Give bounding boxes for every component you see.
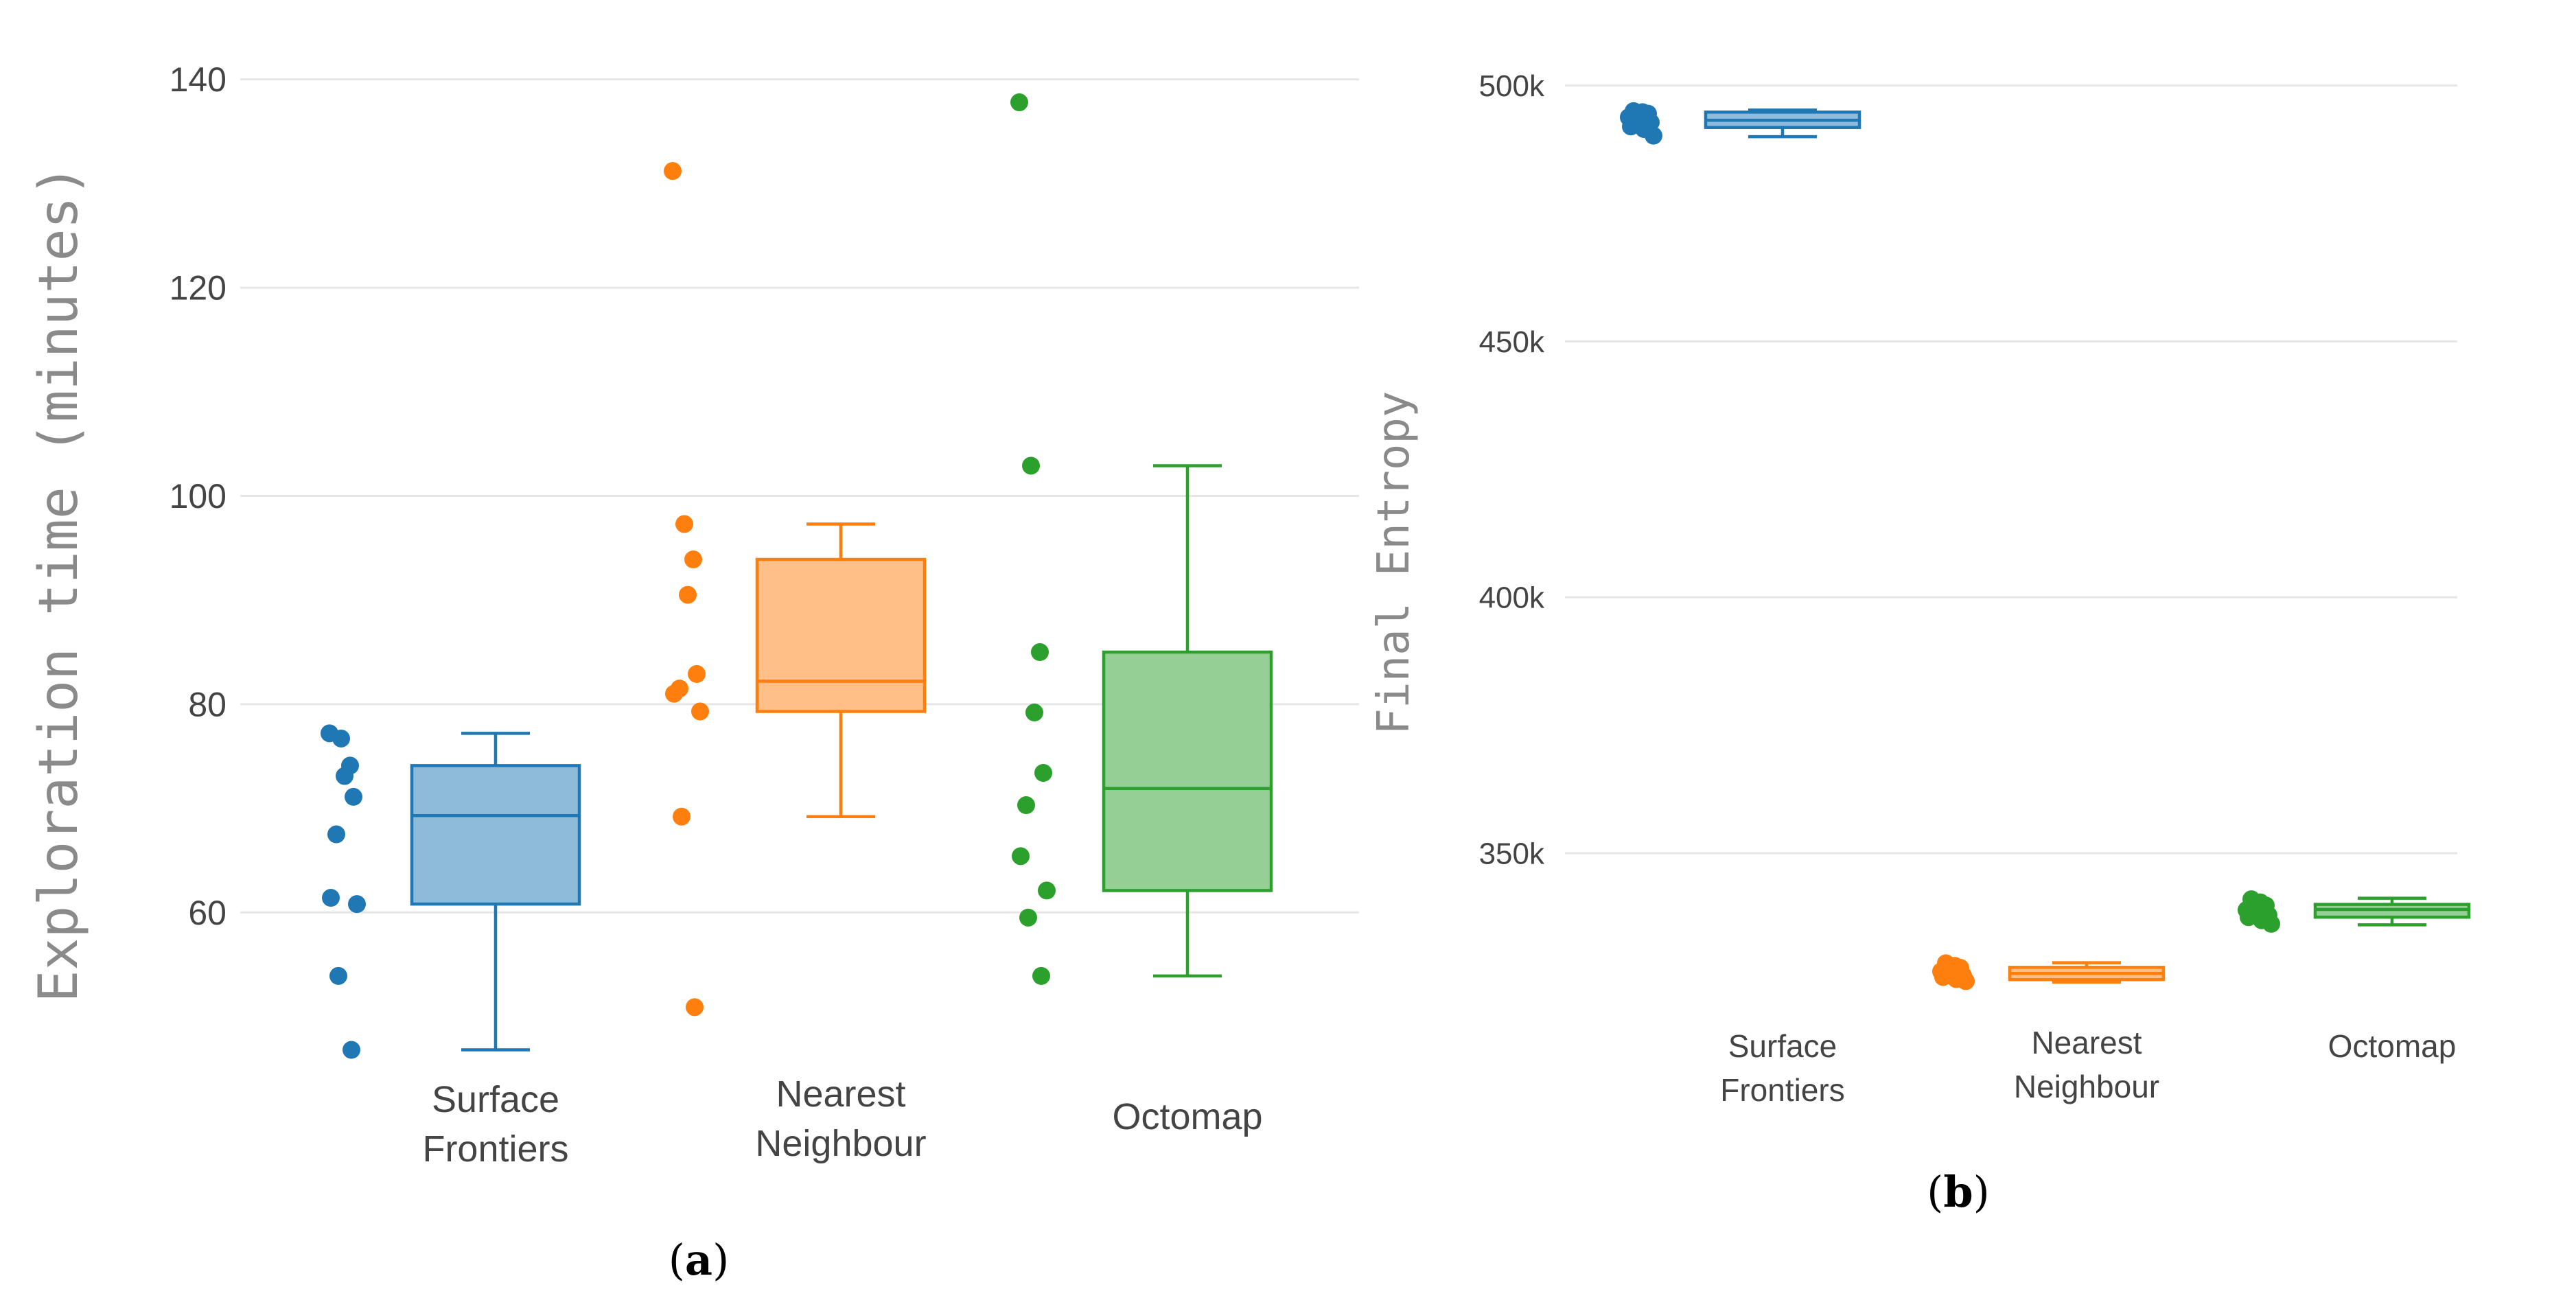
panel-a-y-axis-label: Exploration time (minutes) [28,165,90,1003]
data-point [673,807,691,826]
series-surface-frontiers [321,724,581,1059]
panel-a-category-labels: Surface Frontiers Nearest Neighbour Octomap [422,1074,1262,1170]
data-point [1012,847,1030,866]
box-iqr [755,557,927,713]
data-point [1010,93,1028,112]
panel-b-caption: (b) [1927,1167,1990,1217]
y-tick-label: 80 [188,685,227,723]
data-point [1022,456,1040,475]
category-label: Nearest [776,1074,905,1115]
panel-b-final-entropy: 350k 400k 450k 500k Surface Frontiers Nearest… [1369,69,2471,1217]
caption-paren: ( [1927,1167,1943,1217]
data-point [336,767,353,785]
y-tick-label: 400k [1479,581,1545,615]
category-label: Surface [432,1079,559,1120]
data-point [343,1041,360,1059]
box-iqr [410,764,581,906]
data-point [691,702,709,721]
category-label: Neighbour [755,1123,926,1164]
series-octomap [2238,890,2471,933]
data-point [1019,908,1037,927]
data-point [665,684,683,703]
data-point [329,966,347,985]
data-point [679,585,697,604]
caption-paren: ( [669,1235,685,1285]
y-tick-label: 350k [1479,837,1545,870]
data-point [1038,881,1056,900]
data-point [1025,704,1043,722]
category-label: Nearest [2031,1025,2142,1060]
data-point [688,664,706,683]
data-point [332,729,350,747]
category-label: Frontiers [1720,1072,1844,1108]
caption-letter: b [1943,1167,1973,1217]
y-tick-label: 450k [1479,325,1545,359]
y-tick-label: 500k [1479,69,1545,103]
panel-b-gridlines [1565,84,2457,855]
panel-a-y-tick-labels: 60 80 100 120 140 [170,60,227,932]
data-point [1034,764,1052,782]
category-label: Octomap [1112,1096,1262,1137]
panel-b-category-labels: Surface Frontiers Nearest Neighbour Octomap [1720,1025,2456,1108]
caption-paren: ) [712,1235,729,1285]
panel-a-caption: (a) [669,1235,730,1285]
panel-b-series [1620,102,2471,990]
data-point [1032,966,1050,985]
panel-b-y-tick-labels: 350k 400k 450k 500k [1479,69,1545,870]
data-point [2262,914,2280,933]
caption-paren: ) [1973,1167,1990,1217]
category-label: Surface [1728,1028,1837,1064]
box-iqr [1102,650,1273,892]
data-point [1031,643,1049,662]
panel-b-y-axis-label: Final Entropy [1369,391,1419,735]
series-nearest-neighbour [1932,954,2166,990]
y-tick-label: 60 [188,894,227,932]
data-point [686,998,704,1017]
data-point [684,550,702,569]
data-point [664,162,682,181]
data-point [322,889,340,907]
data-point [675,515,693,533]
data-point [1957,972,1975,990]
data-point [327,825,345,844]
y-tick-label: 120 [170,269,227,308]
series-octomap [1010,93,1273,985]
panel-a-exploration-time: 60 80 100 120 140 Surface Frontiers Nearest Nei… [28,60,1359,1285]
caption-letter: a [685,1235,712,1285]
data-point [1645,126,1662,145]
series-surface-frontiers [1620,102,1861,145]
data-point [1017,796,1035,815]
series-nearest-neighbour [664,162,927,1017]
panel-a-series [321,93,1273,1059]
data-point [348,895,366,914]
y-tick-label: 140 [170,60,227,99]
category-label: Frontiers [422,1128,568,1170]
data-point [345,787,362,806]
category-label: Octomap [2328,1028,2457,1064]
y-tick-label: 100 [170,477,227,515]
category-label: Neighbour [2014,1069,2159,1104]
